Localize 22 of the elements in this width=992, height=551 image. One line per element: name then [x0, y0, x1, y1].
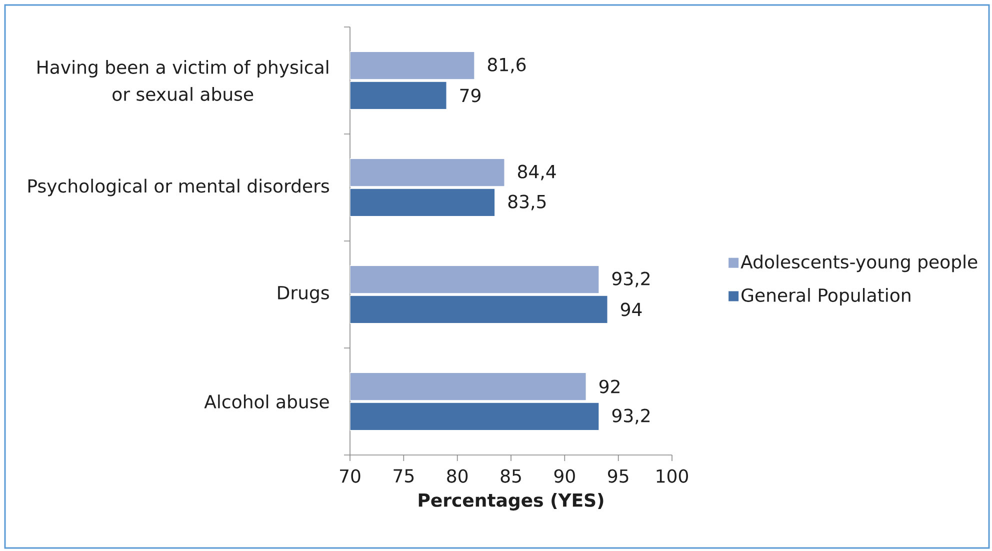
y-tick-label: Drugs	[278, 286, 329, 303]
legend-label: Adolescents-young people	[740, 254, 978, 272]
y-tick-label: Alcohol abuse	[204, 394, 329, 408]
x-tick-label: 70	[340, 469, 360, 483]
x-tick-label: 100	[656, 469, 688, 483]
x-tick-label: 95	[608, 469, 628, 483]
x-tick-label: 80	[447, 469, 468, 483]
x-axis-title: Percentages (YES)	[418, 493, 604, 511]
y-tick-label: Having been a victim of physical or sexual abuse	[38, 60, 328, 101]
data-label: 81,6	[488, 58, 526, 74]
data-label: 94	[620, 302, 642, 316]
legend-label: General Population	[742, 288, 910, 306]
x-tick-label: 85	[500, 469, 521, 483]
y-tick-label: Psychological or mental disorders	[28, 178, 329, 196]
x-tick-label: 90	[554, 469, 575, 483]
x-tick-label: 75	[394, 469, 414, 483]
data-label: 93,2	[612, 408, 650, 424]
data-label: 93,2	[612, 272, 650, 288]
data-label: 92	[599, 380, 620, 394]
data-label: 83,5	[508, 194, 546, 210]
data-label: 84,4	[518, 164, 556, 180]
data-label: 79	[460, 88, 480, 102]
